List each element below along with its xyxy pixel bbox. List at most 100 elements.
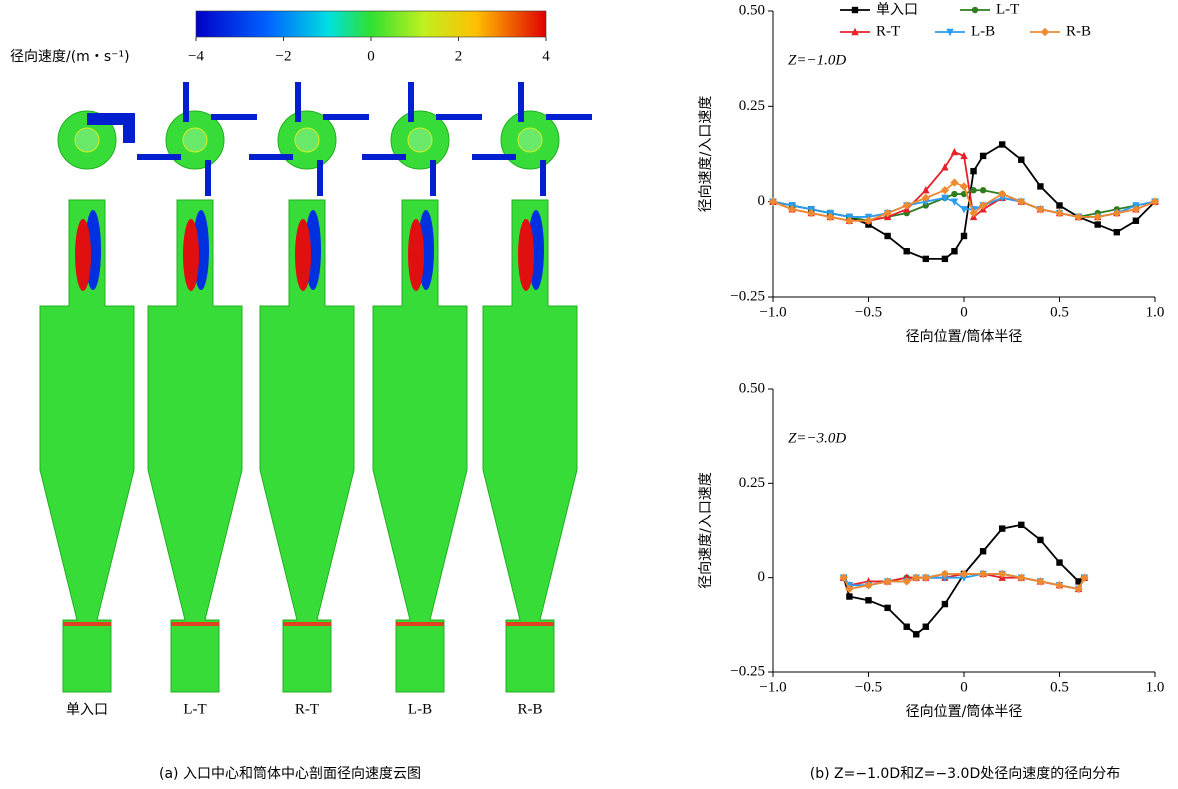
- outlet-band: [283, 622, 331, 626]
- marker: [884, 233, 890, 239]
- inlet-pipe: [123, 113, 135, 143]
- colorbar-tick-label: 0: [367, 48, 375, 64]
- inlet-core: [183, 128, 207, 152]
- marker: [961, 233, 967, 239]
- marker: [951, 191, 957, 197]
- marker: [904, 624, 910, 630]
- marker: [999, 141, 1005, 147]
- inlet-pipe: [472, 154, 516, 160]
- case-label: 单入口: [66, 702, 108, 718]
- x-tick-label: 1.0: [1146, 304, 1165, 320]
- marker: [998, 190, 1006, 198]
- legend-label: L-T: [996, 1, 1019, 17]
- marker: [884, 605, 890, 611]
- marker: [972, 7, 978, 13]
- case-label: R-T: [295, 701, 319, 717]
- x-tick-label: 0.5: [1050, 679, 1069, 695]
- legend-label: L-B: [971, 23, 995, 39]
- caption-a: (a) 入口中心和筒体中心剖面径向速度云图: [159, 765, 421, 782]
- colorbar: [196, 11, 546, 37]
- marker: [852, 7, 858, 13]
- y-tick-label: 0.25: [739, 98, 765, 114]
- inlet-pipe: [205, 160, 211, 196]
- marker: [1114, 229, 1120, 235]
- colorbar-tick-label: −2: [276, 48, 292, 64]
- inlet-core: [75, 128, 99, 152]
- marker: [923, 624, 929, 630]
- y-tick-label: 0: [758, 569, 766, 585]
- vortex-high: [75, 219, 91, 291]
- x-tick-label: −1.0: [759, 679, 786, 695]
- vortex-high: [518, 219, 534, 291]
- inlet-pipe: [295, 82, 301, 122]
- marker: [980, 187, 986, 193]
- marker: [1037, 537, 1043, 543]
- x-axis-title: 径向位置/筒体半径: [906, 328, 1023, 345]
- colorbar-tick-label: 2: [455, 48, 463, 64]
- marker: [970, 168, 976, 174]
- colorbar-tick-label: 4: [542, 48, 550, 64]
- inlet-core: [295, 128, 319, 152]
- inlet-pipe: [540, 160, 546, 196]
- marker: [942, 256, 948, 262]
- y-tick-label: 0.25: [739, 475, 765, 491]
- x-tick-label: 0: [960, 304, 968, 320]
- marker: [1041, 28, 1049, 36]
- y-tick-label: 0: [758, 193, 766, 209]
- inlet-pipe: [317, 160, 323, 196]
- marker: [1018, 522, 1024, 528]
- annotation: Z=−1.0D: [788, 52, 846, 68]
- inlet-pipe: [430, 160, 436, 196]
- inlet-pipe: [436, 114, 482, 120]
- inlet-pipe: [211, 114, 257, 120]
- inlet-pipe: [362, 154, 406, 160]
- legend-label: R-T: [876, 23, 900, 39]
- inlet-pipe: [137, 154, 181, 160]
- inlet-pipe: [249, 154, 293, 160]
- vortex-high: [408, 219, 424, 291]
- vortex-high: [183, 219, 199, 291]
- colorbar-tick-label: −4: [188, 48, 204, 64]
- x-tick-label: 0: [960, 679, 968, 695]
- marker: [1056, 202, 1062, 208]
- inlet-pipe: [323, 114, 369, 120]
- y-axis-title: 径向速度/入口速度: [698, 472, 714, 589]
- marker: [960, 182, 968, 190]
- legend-label: R-B: [1066, 23, 1091, 39]
- inlet-pipe: [408, 82, 414, 122]
- marker: [980, 548, 986, 554]
- marker: [1018, 157, 1024, 163]
- x-tick-label: −0.5: [855, 679, 882, 695]
- vortex-high: [295, 219, 311, 291]
- marker: [904, 248, 910, 254]
- marker: [846, 593, 852, 599]
- marker: [913, 631, 919, 637]
- case-label: R-B: [517, 701, 542, 717]
- inlet-pipe: [518, 82, 524, 122]
- marker: [942, 601, 948, 607]
- x-axis-title: 径向位置/筒体半径: [906, 703, 1023, 720]
- contour-images: 单入口L-TR-TL-BR-B: [40, 82, 592, 718]
- marker: [923, 256, 929, 262]
- x-tick-label: 0.5: [1050, 304, 1069, 320]
- y-tick-label: 0.50: [739, 2, 765, 18]
- annotation: Z=−3.0D: [788, 430, 846, 446]
- y-tick-label: −0.25: [730, 288, 765, 304]
- inlet-core: [518, 128, 542, 152]
- caption-b: (b) Z=−1.0D和Z=−3.0D处径向速度的径向分布: [810, 766, 1120, 782]
- marker: [999, 525, 1005, 531]
- legend-label: 单入口: [876, 2, 918, 18]
- marker: [951, 148, 958, 155]
- marker: [970, 187, 976, 193]
- inlet-pipe: [183, 82, 189, 122]
- outlet-band: [396, 622, 444, 626]
- figure: 径向速度/(m・s⁻¹) (a) 入口中心和筒体中心剖面径向速度云图 (b) Z…: [0, 0, 1178, 789]
- inlet-core: [408, 128, 432, 152]
- marker: [980, 153, 986, 159]
- marker: [951, 248, 957, 254]
- outlet-band: [63, 622, 111, 626]
- y-tick-label: −0.25: [730, 663, 765, 679]
- marker: [1037, 183, 1043, 189]
- x-tick-label: 1.0: [1146, 679, 1165, 695]
- outlet-band: [506, 622, 554, 626]
